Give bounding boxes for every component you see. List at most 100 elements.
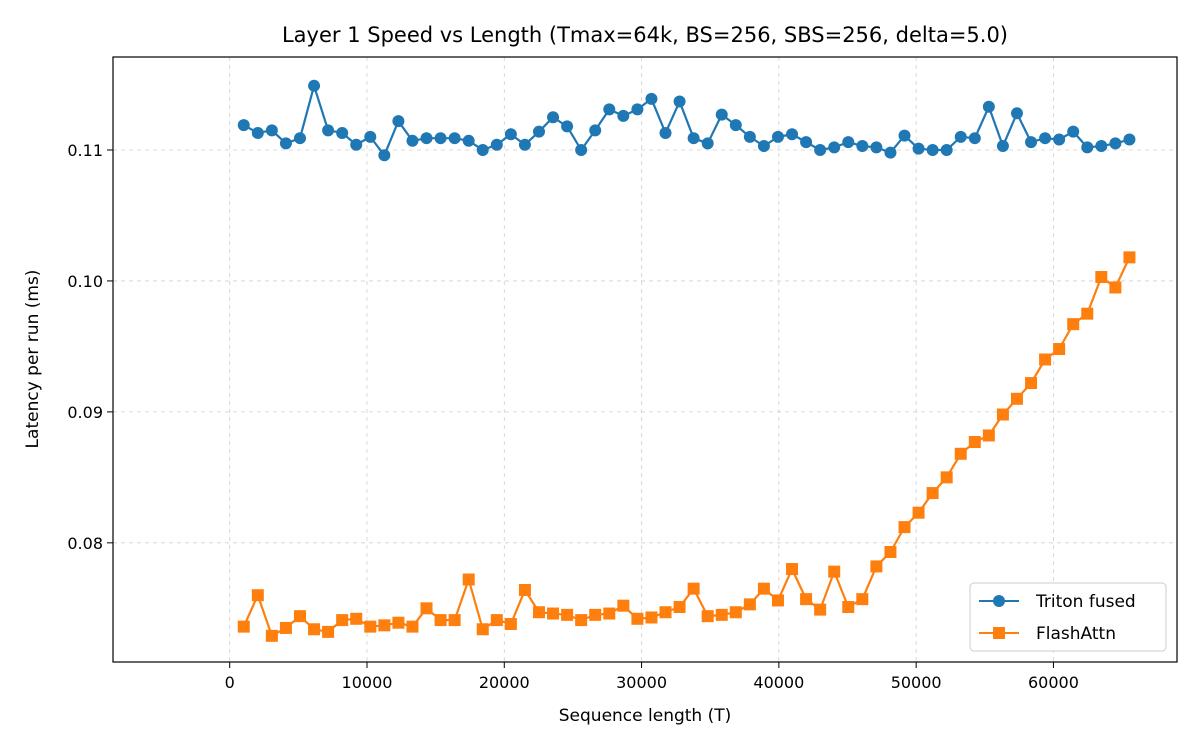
data-point-triton-fused bbox=[518, 138, 531, 151]
data-point-flashattn bbox=[251, 589, 264, 602]
series-line-flashattn bbox=[242, 256, 1131, 637]
data-point-flashattn bbox=[392, 616, 405, 629]
data-point-flashattn bbox=[631, 612, 644, 625]
x-tick-label: 50000 bbox=[891, 673, 942, 692]
data-point-triton-fused bbox=[532, 125, 545, 138]
data-point-flashattn bbox=[265, 629, 278, 642]
data-point-triton-fused bbox=[842, 136, 855, 149]
data-point-triton-fused bbox=[715, 108, 728, 121]
data-point-flashattn bbox=[898, 521, 911, 534]
data-point-flashattn bbox=[856, 593, 869, 606]
data-point-triton-fused bbox=[406, 134, 419, 147]
legend-marker-flashattn bbox=[993, 627, 1005, 639]
data-point-triton-fused bbox=[561, 120, 574, 133]
data-point-flashattn bbox=[687, 582, 700, 595]
data-point-flashattn bbox=[364, 620, 377, 633]
series-flashattn bbox=[237, 251, 1136, 642]
data-point-flashattn bbox=[1039, 353, 1052, 366]
data-point-triton-fused bbox=[1010, 107, 1023, 120]
data-point-flashattn bbox=[561, 608, 574, 621]
x-axis-title: Sequence length (T) bbox=[559, 706, 732, 726]
x-tick-label: 40000 bbox=[753, 673, 804, 692]
data-point-flashattn bbox=[729, 606, 742, 619]
data-point-flashattn bbox=[786, 563, 799, 576]
data-point-triton-fused bbox=[659, 126, 672, 139]
data-point-flashattn bbox=[842, 601, 855, 613]
x-tick-label: 60000 bbox=[1028, 673, 1079, 692]
data-point-triton-fused bbox=[308, 79, 321, 92]
y-tick-label: 0.08 bbox=[67, 534, 103, 553]
data-point-triton-fused bbox=[856, 140, 869, 153]
data-point-flashattn bbox=[532, 606, 545, 619]
data-point-triton-fused bbox=[884, 146, 897, 159]
x-tick-label: 0 bbox=[225, 673, 235, 692]
data-point-triton-fused bbox=[575, 143, 588, 156]
data-point-flashattn bbox=[279, 621, 292, 634]
series-triton-fused bbox=[237, 79, 1136, 162]
data-point-flashattn bbox=[434, 614, 447, 627]
data-point-triton-fused bbox=[828, 141, 841, 154]
data-point-flashattn bbox=[757, 582, 770, 595]
data-point-flashattn bbox=[884, 546, 897, 558]
data-point-flashattn bbox=[1081, 307, 1094, 320]
data-point-flashattn bbox=[982, 429, 995, 442]
data-point-flashattn bbox=[237, 620, 250, 633]
data-point-triton-fused bbox=[757, 140, 770, 153]
y-tick-label: 0.09 bbox=[67, 403, 103, 422]
legend-label-triton: Triton fused bbox=[1035, 592, 1136, 612]
data-point-flashattn bbox=[771, 594, 784, 607]
data-point-triton-fused bbox=[701, 137, 714, 150]
data-point-flashattn bbox=[322, 625, 335, 638]
data-point-flashattn bbox=[589, 608, 602, 621]
data-point-triton-fused bbox=[265, 124, 278, 137]
data-point-flashattn bbox=[293, 610, 306, 623]
data-point-flashattn bbox=[870, 560, 883, 573]
data-point-triton-fused bbox=[1039, 132, 1052, 145]
data-point-flashattn bbox=[575, 614, 588, 627]
data-point-flashattn bbox=[420, 602, 433, 615]
data-point-triton-fused bbox=[293, 132, 306, 145]
chart-title: Layer 1 Speed vs Length (Tmax=64k, BS=25… bbox=[282, 23, 1008, 47]
data-point-flashattn bbox=[1053, 343, 1066, 356]
data-point-flashattn bbox=[476, 623, 489, 636]
data-point-triton-fused bbox=[237, 119, 250, 132]
data-point-triton-fused bbox=[251, 126, 264, 139]
data-point-flashattn bbox=[547, 607, 560, 620]
data-point-triton-fused bbox=[982, 100, 995, 113]
data-point-flashattn bbox=[968, 436, 981, 448]
y-axis-title: Latency per run (ms) bbox=[23, 270, 43, 449]
data-point-triton-fused bbox=[547, 111, 560, 124]
data-point-triton-fused bbox=[617, 109, 630, 122]
data-point-flashattn bbox=[814, 603, 827, 616]
data-point-triton-fused bbox=[673, 95, 686, 108]
data-point-flashattn bbox=[350, 612, 363, 625]
data-point-triton-fused bbox=[814, 143, 827, 156]
data-point-triton-fused bbox=[378, 149, 391, 162]
series-line-triton-fused bbox=[243, 84, 1130, 157]
data-point-triton-fused bbox=[364, 130, 377, 143]
data-point-triton-fused bbox=[448, 132, 461, 145]
data-point-triton-fused bbox=[645, 92, 658, 105]
data-point-flashattn bbox=[800, 593, 813, 606]
data-point-triton-fused bbox=[420, 132, 433, 145]
x-tick-label: 30000 bbox=[616, 673, 667, 692]
data-point-flashattn bbox=[406, 620, 419, 633]
data-point-flashattn bbox=[518, 583, 531, 596]
data-point-triton-fused bbox=[926, 143, 939, 156]
data-point-flashattn bbox=[659, 606, 672, 619]
data-point-flashattn bbox=[1010, 392, 1023, 405]
data-point-triton-fused bbox=[743, 130, 756, 143]
data-point-flashattn bbox=[378, 619, 391, 632]
data-point-triton-fused bbox=[1025, 136, 1038, 149]
data-point-triton-fused bbox=[1053, 133, 1066, 146]
data-point-flashattn bbox=[603, 607, 616, 620]
data-point-triton-fused bbox=[490, 138, 503, 151]
data-point-flashattn bbox=[336, 614, 349, 627]
data-point-triton-fused bbox=[898, 129, 911, 142]
data-point-triton-fused bbox=[589, 124, 602, 137]
data-point-flashattn bbox=[1095, 271, 1108, 283]
data-point-flashattn bbox=[926, 487, 939, 500]
plot-frame bbox=[112, 56, 1178, 663]
data-point-triton-fused bbox=[434, 132, 447, 145]
